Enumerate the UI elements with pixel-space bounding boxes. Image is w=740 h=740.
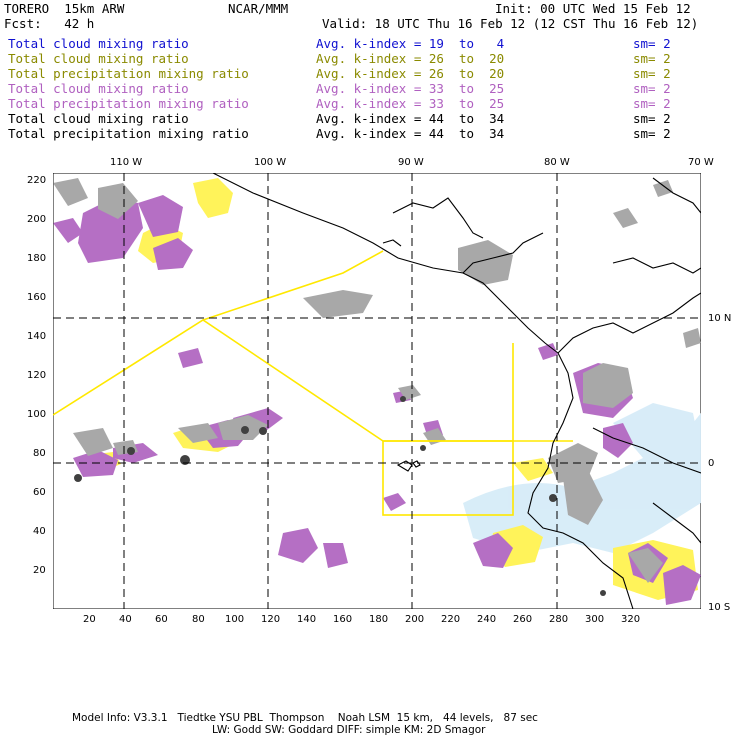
y-label: 60 [33,487,46,498]
y-label: 220 [27,175,47,186]
legend-row: Total cloud mixing ratio [8,81,189,96]
forecast-hour: Fcst: 42 h [4,16,95,31]
dark-core-layer [74,396,606,596]
lon-label-110w: 110 W [110,157,143,168]
x-label: 20 [83,614,96,625]
legend-index: Avg. k-index = 26 to 20 [316,66,505,81]
legend-smoothing: sm= 2 [633,111,671,126]
x-label: 40 [119,614,132,625]
legend-row: Total cloud mixing ratio [8,36,189,51]
y-label: 140 [27,331,47,342]
x-label: 260 [513,614,533,625]
lat-label-10s: 10 S [708,602,731,613]
x-label: 160 [333,614,353,625]
legend-smoothing: sm= 2 [633,96,671,111]
blue-field-layer [463,403,701,553]
legend-index: Avg. k-index = 33 to 25 [316,96,505,111]
legend-smoothing: sm= 2 [633,51,671,66]
legend-index: Avg. k-index = 44 to 34 [316,111,505,126]
lat-label-10n: 10 N [708,313,732,324]
x-label: 200 [405,614,425,625]
lon-label-100w: 100 W [254,157,287,168]
init-time: Init: 00 UTC Wed 15 Feb 12 [495,1,691,16]
y-label: 80 [33,448,46,459]
x-label: 180 [369,614,389,625]
x-label: 100 [225,614,245,625]
legend-row: Total precipitation mixing ratio [8,66,249,81]
legend-index: Avg. k-index = 44 to 34 [316,126,505,141]
legend-index: Avg. k-index = 26 to 20 [316,51,505,66]
x-label: 240 [477,614,497,625]
lon-label-70w: 70 W [688,157,714,168]
legend-smoothing: sm= 2 [633,126,671,141]
legend-smoothing: sm= 2 [633,81,671,96]
forecast-map [53,173,701,609]
yellow-domain-lines [53,250,573,516]
x-label: 220 [441,614,461,625]
lon-label-90w: 90 W [398,157,424,168]
y-label: 200 [27,214,47,225]
legend-smoothing: sm= 2 [633,36,671,51]
legend-index: Avg. k-index = 33 to 25 [316,81,505,96]
x-label: 140 [297,614,317,625]
lon-label-80w: 80 W [544,157,570,168]
lat-label-0: 0 [708,458,715,469]
legend-index: Avg. k-index = 19 to 4 [316,36,505,51]
coastlines [212,173,701,609]
x-label: 120 [261,614,281,625]
y-label: 100 [27,409,47,420]
legend-row: Total precipitation mixing ratio [8,96,249,111]
y-label: 120 [27,370,47,381]
y-label: 20 [33,565,46,576]
x-label: 300 [585,614,605,625]
x-label: 280 [549,614,569,625]
model-info: Model Info: V3.3.1 Tiedtke YSU PBL Thomp… [72,712,538,724]
x-label: 80 [192,614,205,625]
center-label: NCAR/MMM [228,1,289,16]
model-title: TORERO 15km ARW [4,1,125,16]
lat-lon-grid [53,173,701,609]
y-label: 160 [27,292,47,303]
x-label: 60 [155,614,168,625]
valid-time: Valid: 18 UTC Thu 16 Feb 12 (12 CST Thu … [322,16,699,31]
physics-info: LW: Godd SW: Goddard DIFF: simple KM: 2D… [212,724,486,736]
legend-row: Total precipitation mixing ratio [8,126,249,141]
legend-smoothing: sm= 2 [633,66,671,81]
x-label: 320 [621,614,641,625]
y-label: 180 [27,253,47,264]
legend-row: Total cloud mixing ratio [8,51,189,66]
y-label: 40 [33,526,46,537]
legend-row: Total cloud mixing ratio [8,111,189,126]
